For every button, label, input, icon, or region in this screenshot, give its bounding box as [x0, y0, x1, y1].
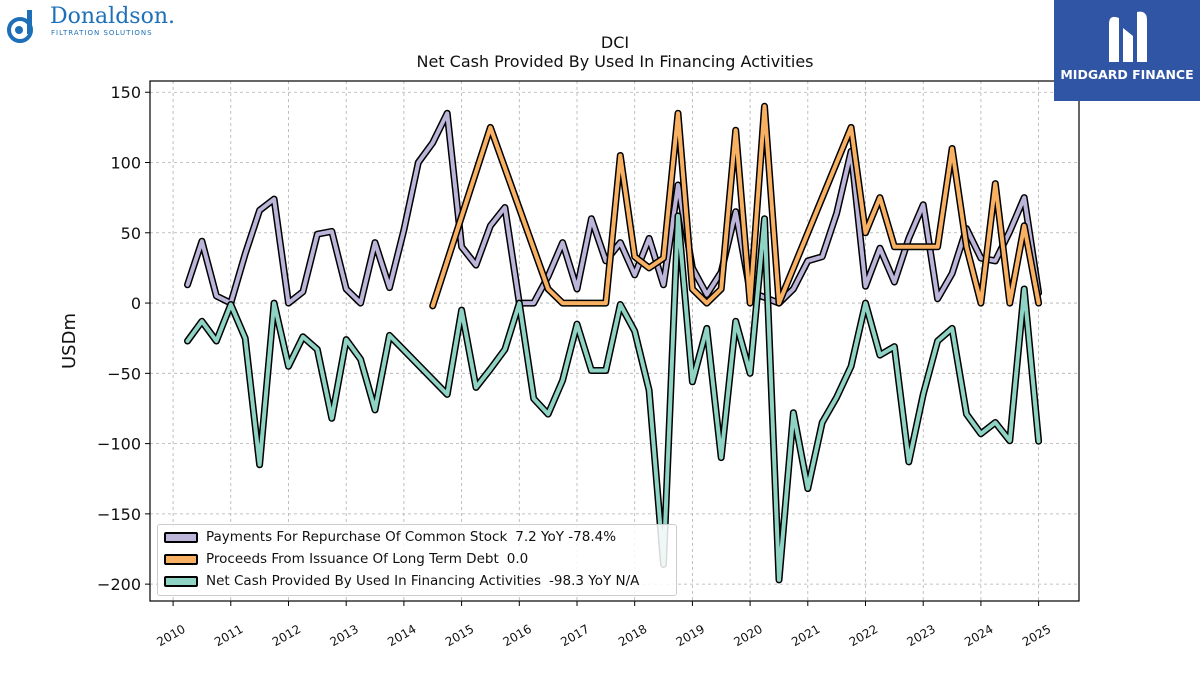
midgard-finance-logo: MIDGARD FINANCE: [1054, 0, 1200, 101]
legend: Payments For Repurchase Of Common Stock 7…: [157, 524, 677, 596]
y-tick-label: 150: [110, 83, 141, 102]
x-tick-label: 2020: [731, 622, 764, 649]
x-tick-label: 2019: [674, 622, 707, 649]
legend-swatch-debt: [164, 554, 198, 565]
x-tick-label: 2018: [616, 622, 649, 649]
y-tick-label: 50: [121, 224, 141, 243]
y-tick-label: −200: [97, 575, 141, 594]
series-financing: [184, 212, 1043, 584]
legend-label-financing: Net Cash Provided By Used In Financing A…: [206, 573, 542, 589]
legend-value-repurchase: 7.2 YoY -78.4%: [515, 529, 617, 545]
x-tick-label: 2022: [847, 622, 880, 649]
series-debt: [429, 102, 1043, 310]
donaldson-wordmark: Donaldson.: [50, 4, 175, 29]
legend-value-financing: -98.3 YoY N/A: [549, 573, 640, 589]
chart-subtitle: Net Cash Provided By Used In Financing A…: [416, 52, 814, 71]
x-tick-label: 2017: [558, 622, 591, 649]
y-tick-label: −50: [107, 364, 141, 383]
y-axis-ticks: 150 100 50 0 −50 −100 −150 −200: [97, 83, 150, 594]
y-axis-label: USDm: [59, 313, 80, 369]
chart-title: DCI: [600, 33, 630, 52]
legend-label-debt: Proceeds From Issuance Of Long Term Debt: [206, 551, 499, 567]
series-line: [185, 213, 1041, 582]
legend-swatch-repurchase: [164, 532, 198, 543]
series-line: [430, 104, 1041, 308]
x-tick-label: 2021: [789, 622, 822, 649]
x-tick-label: 2010: [154, 622, 187, 649]
y-tick-label: −150: [97, 505, 141, 524]
legend-value-debt: 0.0: [506, 551, 529, 567]
x-tick-label: 2015: [443, 622, 476, 649]
donaldson-mark-icon: [7, 10, 33, 43]
x-tick-label: 2016: [501, 622, 534, 649]
x-tick-label: 2013: [327, 622, 360, 649]
plot-frame: [149, 80, 1080, 602]
midgard-mark-icon: [1109, 11, 1147, 62]
y-tick-label: −100: [97, 435, 141, 454]
y-tick-label: 0: [131, 294, 141, 313]
x-tick-label: 2012: [270, 622, 303, 649]
x-axis-ticks: 2010 2011 2012 2013 2014 2015 2016 2017 2018 2019…: [154, 601, 1053, 649]
donaldson-tagline: FILTRATION SOLUTIONS: [51, 29, 153, 37]
series-lines: [184, 102, 1043, 584]
x-tick-label: 2011: [212, 622, 245, 649]
x-tick-label: 2014: [385, 622, 418, 649]
x-tick-label: 2023: [904, 622, 937, 649]
legend-label-repurchase: Payments For Repurchase Of Common Stock: [206, 529, 508, 545]
donaldson-logo: Donaldson. FILTRATION SOLUTIONS: [6, 4, 176, 44]
x-tick-label: 2025: [1020, 622, 1053, 649]
x-tick-label: 2024: [962, 622, 995, 649]
legend-swatch-financing: [164, 576, 198, 587]
y-tick-label: 100: [110, 154, 141, 173]
midgard-wordmark: MIDGARD FINANCE: [1060, 67, 1194, 82]
